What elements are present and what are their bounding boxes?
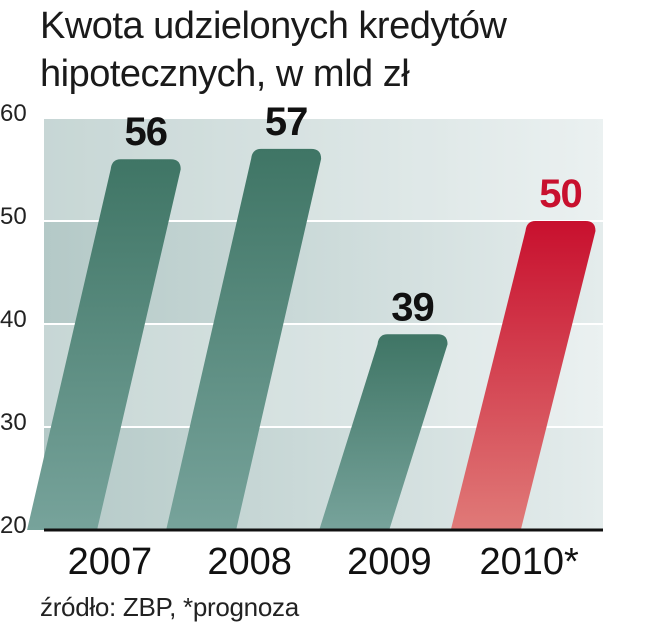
y-tick-label: 60 xyxy=(0,100,27,127)
chart-title-line-1: Kwota udzielonych kredytów xyxy=(40,5,507,47)
chart-title: Kwota udzielonych kredytów hipotecznych,… xyxy=(40,2,640,98)
bar-2010 xyxy=(450,221,596,530)
bar-2009 xyxy=(319,334,448,530)
y-tick-label: 40 xyxy=(0,306,27,333)
bar-2008 xyxy=(166,148,322,530)
bar-2007 xyxy=(27,159,181,530)
value-label: 39 xyxy=(391,285,434,329)
chart-title-line-2: hipotecznych, w mld zł xyxy=(40,53,410,95)
value-label: 57 xyxy=(265,100,308,144)
value-label: 56 xyxy=(124,110,167,154)
x-tick-label: 2007 xyxy=(68,541,153,583)
y-tick-label: 50 xyxy=(0,203,27,230)
x-tick-label: 2010* xyxy=(479,541,579,583)
x-tick-label: 2008 xyxy=(207,541,292,583)
value-label: 50 xyxy=(539,172,582,216)
x-tick-label: 2009 xyxy=(347,541,432,583)
y-tick-label: 30 xyxy=(0,409,27,436)
y-tick-label: 20 xyxy=(0,512,27,539)
source-note: źródło: ZBP, *prognoza xyxy=(40,592,299,622)
